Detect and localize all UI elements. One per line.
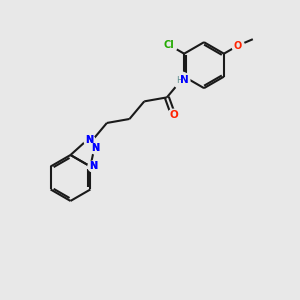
Text: N: N xyxy=(91,142,99,153)
Text: O: O xyxy=(169,110,178,120)
Text: N: N xyxy=(180,75,189,85)
Text: N: N xyxy=(89,161,98,171)
Text: N: N xyxy=(89,161,98,171)
Text: N: N xyxy=(85,135,93,145)
Text: O: O xyxy=(234,40,242,51)
Text: Cl: Cl xyxy=(164,40,174,50)
Text: N: N xyxy=(91,142,99,153)
Text: N: N xyxy=(85,135,93,145)
Text: H: H xyxy=(176,76,182,85)
